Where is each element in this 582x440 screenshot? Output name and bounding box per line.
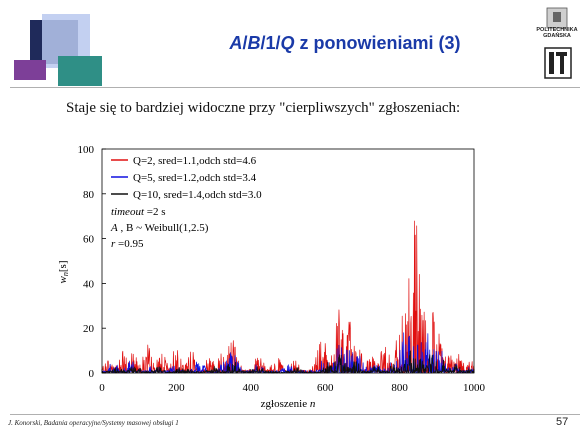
annotation-distribution-rest: , B ~ Weibull(1,2.5) bbox=[118, 222, 209, 234]
footer-text: J. Konorski, Badania operacyjne/Systemy … bbox=[8, 419, 179, 427]
y-tick-label: 80 bbox=[83, 189, 95, 201]
decorative-square-purple bbox=[14, 60, 46, 80]
annotation-timeout-italic: timeout bbox=[111, 206, 145, 218]
y-tick-label: 100 bbox=[78, 144, 95, 156]
title-b: B bbox=[247, 33, 261, 53]
y-tick-label: 20 bbox=[83, 323, 95, 335]
logo-text-line1: POLITECHNIKA bbox=[536, 27, 578, 33]
title-slash-1: / bbox=[242, 33, 248, 53]
logo-text: POLITECHNIKA GDAŃSKA bbox=[535, 27, 579, 39]
x-tick-label: 0 bbox=[99, 382, 105, 394]
title-a: A bbox=[229, 33, 243, 53]
slide-subtitle: Staje się to bardziej widoczne przy "cie… bbox=[66, 100, 461, 116]
x-axis-ticks: 0 200 400 600 800 1000 bbox=[99, 369, 486, 394]
legend-label-red: Q=2, sred=1.1,odch std=4.6 bbox=[133, 155, 257, 167]
annotation-timeout: timeout =2 s bbox=[111, 206, 165, 218]
title-slash-2: /1/ bbox=[260, 33, 281, 53]
chart-legend: Q=2, sred=1.1,odch std=4.6 Q=5, sred=1.2… bbox=[111, 155, 262, 201]
y-tick-label: 60 bbox=[83, 234, 95, 246]
y-axis-label-unit: [s] bbox=[57, 261, 69, 273]
x-tick-label: 800 bbox=[391, 382, 408, 394]
plot-frame bbox=[101, 148, 475, 374]
page-title: A/B/1/Q z ponowieniami (3) bbox=[200, 33, 490, 54]
y-axis-ticks: 0 20 40 60 80 100 bbox=[78, 144, 106, 380]
x-axis-label-main: zgłoszenie bbox=[261, 398, 308, 410]
annotation-distribution-italic: A bbox=[110, 222, 118, 234]
decorative-square-teal bbox=[58, 56, 102, 86]
annotation-r-italic: r bbox=[111, 238, 116, 250]
y-tick-label: 40 bbox=[83, 278, 95, 290]
footer-divider bbox=[10, 414, 580, 415]
x-tick-label: 400 bbox=[243, 382, 260, 394]
y-axis-label-sub: n bbox=[61, 272, 70, 276]
plot-series bbox=[101, 220, 475, 374]
x-tick-label: 200 bbox=[168, 382, 185, 394]
annotation-r: r =0.95 bbox=[111, 238, 144, 250]
legend-label-black: Q=10, sred=1.4,odch std=3.0 bbox=[133, 189, 262, 201]
y-axis-label-var: w bbox=[57, 275, 69, 283]
y-tick-label: 0 bbox=[89, 368, 95, 380]
x-tick-label: 1000 bbox=[463, 382, 486, 394]
x-tick-label: 600 bbox=[317, 382, 334, 394]
title-q: Q bbox=[280, 33, 295, 53]
annotation-distribution: A , B ~ Weibull(1,2.5) bbox=[110, 222, 209, 234]
title-rest: z ponowieniami (3) bbox=[294, 33, 461, 53]
header-divider bbox=[10, 87, 580, 88]
legend-label-blue: Q=5, sred=1.2,odch std=3.4 bbox=[133, 172, 257, 184]
x-axis-label: zgłoszenie n bbox=[261, 398, 316, 410]
x-axis-label-var: n bbox=[310, 398, 316, 410]
annotation-timeout-rest: =2 s bbox=[144, 206, 165, 218]
chart-annotations: timeout =2 s A , B ~ Weibull(1,2.5) r =0… bbox=[110, 206, 209, 250]
series-line-q10 bbox=[101, 350, 475, 374]
y-axis-label: wn[s] bbox=[57, 261, 70, 284]
annotation-r-rest: =0.95 bbox=[115, 238, 144, 250]
politechnika-logo bbox=[544, 7, 572, 79]
page-number: 57 bbox=[556, 416, 569, 428]
logo-text-line2: GDAŃSKA bbox=[543, 33, 571, 39]
